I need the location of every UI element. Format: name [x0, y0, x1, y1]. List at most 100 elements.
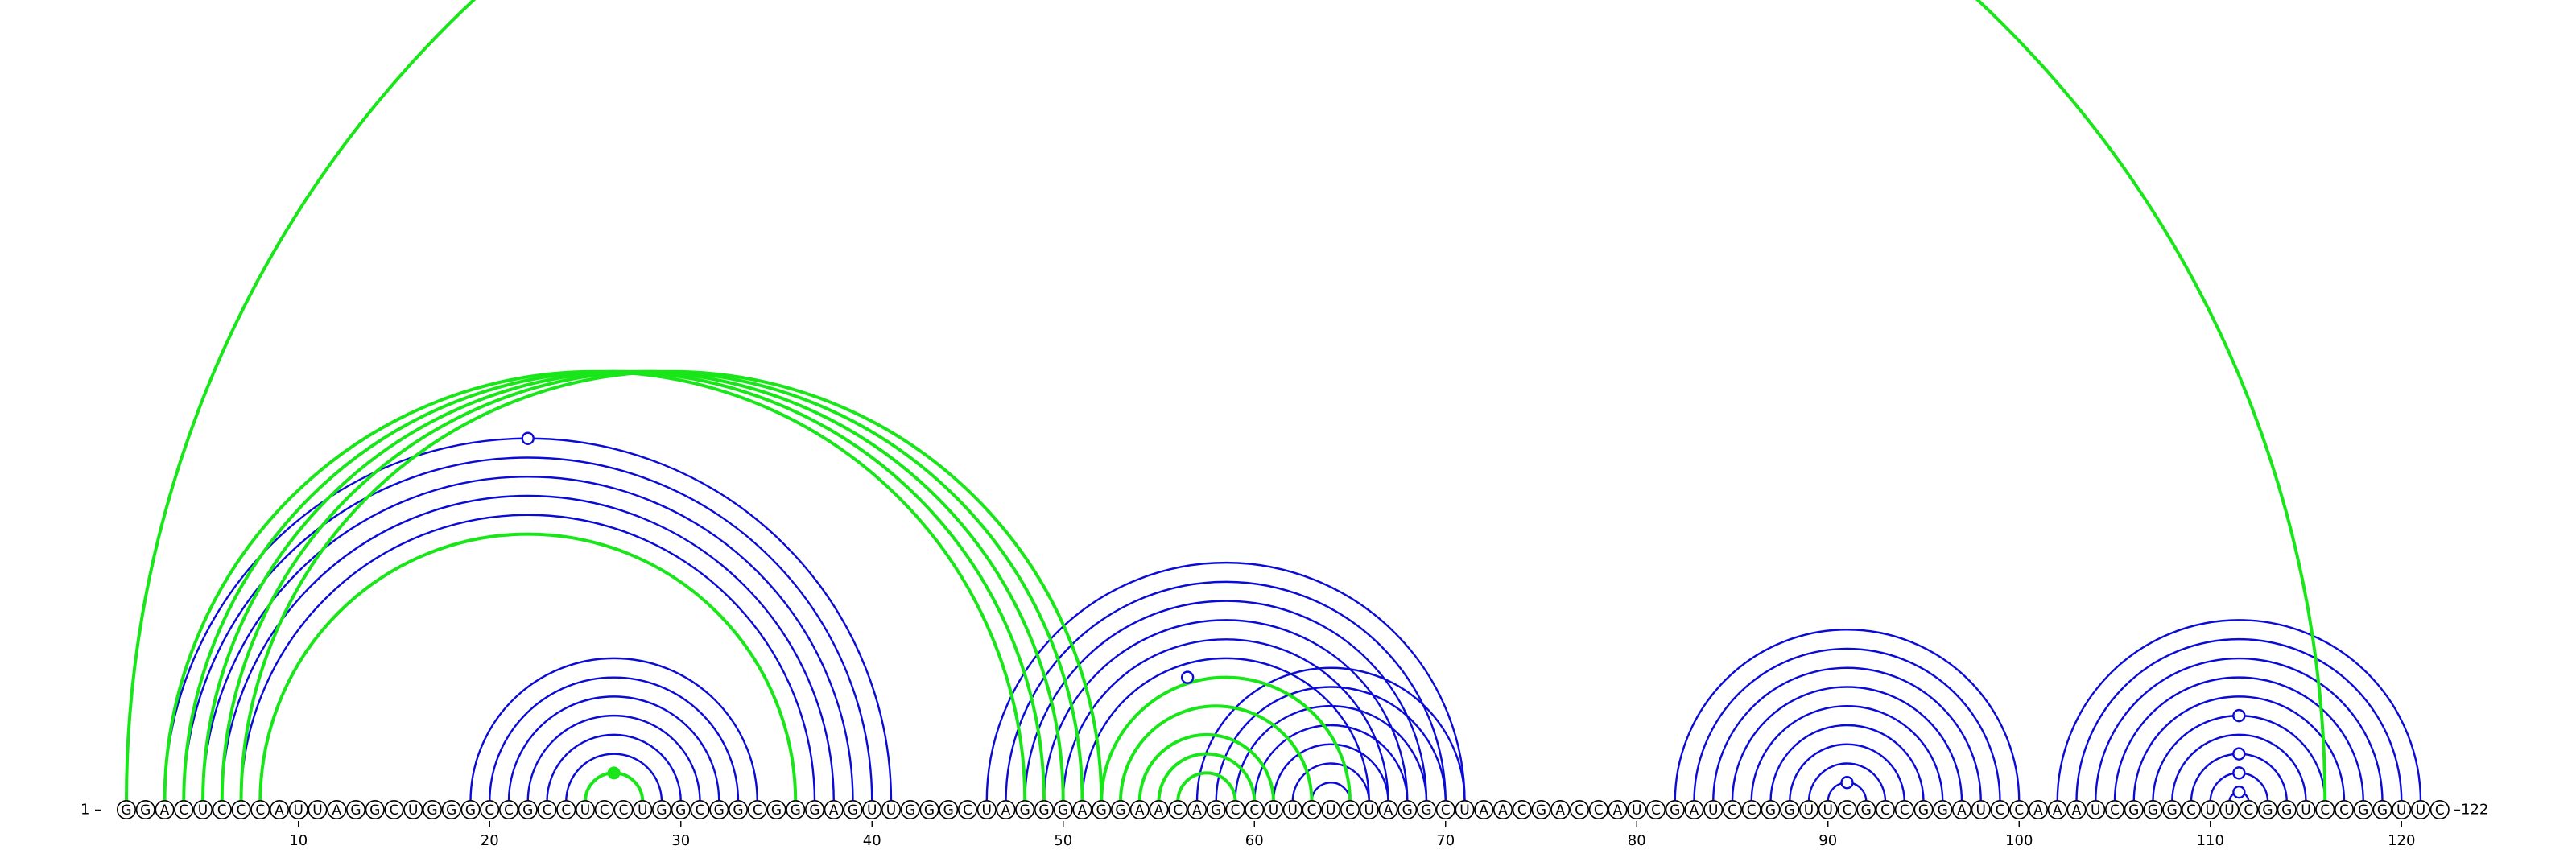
filled-marker — [607, 766, 621, 780]
nucleotide-letter: A — [1957, 802, 1967, 819]
nucleotide-circle — [2086, 799, 2106, 819]
nucleotide-letter: G — [1096, 802, 1107, 819]
nucleotide-circle — [1876, 799, 1896, 819]
nucleotide-circle — [633, 799, 653, 819]
nucleotide-circle — [174, 799, 194, 819]
nucleotide-circle — [193, 799, 213, 819]
tick-label: 50 — [1054, 832, 1072, 849]
blue-arc — [163, 437, 893, 802]
nucleotide-circle — [2411, 799, 2431, 819]
nucleotide-circle — [308, 799, 328, 819]
nucleotide-circle — [747, 799, 767, 819]
tick-label: 120 — [2388, 832, 2415, 849]
nucleotide-circle — [231, 799, 251, 819]
nucleotide-circle — [1072, 799, 1092, 819]
nucleotide-circle — [690, 799, 710, 819]
nucleotide-circle — [2315, 799, 2335, 819]
nucleotide-circle — [403, 799, 423, 819]
nucleotide-letter: G — [1670, 802, 1680, 819]
nucleotide-circle — [939, 799, 959, 819]
nucleotide-letter: G — [1765, 802, 1776, 819]
blue-arc — [1005, 580, 1447, 802]
green-arc — [1119, 704, 1314, 802]
blue-arc — [1100, 676, 1352, 802]
blue-arc — [1311, 782, 1352, 802]
nucleotide-letter: U — [294, 802, 303, 819]
nucleotide-letter: C — [1747, 802, 1757, 819]
nucleotide-circle — [1264, 799, 1284, 819]
nucleotide-circle — [1684, 799, 1704, 819]
nucleotide-circle — [345, 799, 365, 819]
nucleotide-circle — [709, 799, 729, 819]
nucleotide-circle — [2009, 799, 2029, 819]
blue-arc — [1062, 637, 1389, 802]
axis-layer: 10 20 30 40 50 60 70 80 90 100 110 120 — [289, 821, 2415, 849]
nucleotide-circle — [135, 799, 155, 819]
open-marker — [1840, 776, 1854, 790]
nucleotide-circle — [155, 799, 175, 819]
blue-arc — [1769, 724, 1925, 802]
nucleotide-circle — [575, 799, 595, 819]
blue-arc — [1750, 705, 1944, 802]
blue-arc — [565, 753, 663, 802]
nucleotide-circle — [1799, 799, 1819, 819]
tick-label: 70 — [1436, 832, 1455, 849]
nucleotide-letter: A — [1001, 802, 1011, 819]
green-arc — [1157, 752, 1257, 802]
blue-arc — [469, 657, 758, 802]
nucleotide-letter: C — [1843, 802, 1852, 819]
nucleotide-letter: A — [1078, 802, 1088, 819]
nucleotide-letter: C — [1575, 802, 1584, 819]
nucleotide-circle — [1397, 799, 1418, 819]
open-marker — [521, 431, 535, 445]
nucleotide-letter: A — [1384, 802, 1393, 819]
nucleotide-letter: A — [1192, 802, 1202, 819]
blue-arc — [1042, 619, 1409, 802]
nucleotide-letter: G — [714, 802, 724, 819]
nucleotide-letter: G — [809, 802, 819, 819]
nucleotide-circle — [1435, 799, 1455, 819]
nucleotide-circle — [2372, 799, 2392, 819]
nucleotide-letter: C — [1307, 802, 1317, 819]
nucleotide-letter: G — [1421, 802, 1431, 819]
nucleotide-circle — [1990, 799, 2010, 819]
nucleotide-circle — [212, 799, 232, 819]
blue-arc — [1215, 686, 1447, 802]
nucleotide-letter: G — [2128, 802, 2139, 819]
nucleotide-letter: C — [1517, 802, 1527, 819]
nucleotide-circle — [1512, 799, 1532, 819]
nucleotide-circle — [556, 799, 576, 819]
nucleotide-letter: U — [198, 802, 208, 819]
blue-arc — [1024, 600, 1428, 802]
nucleotide-circle — [1531, 799, 1551, 819]
nucleotide-letter: C — [217, 802, 227, 819]
nucleotide-circle — [881, 799, 902, 819]
blue-arc — [2075, 637, 2403, 802]
nucleotide-letter: G — [1058, 802, 1068, 819]
nucleotide-circle — [250, 799, 270, 819]
blue-arc — [1674, 629, 2021, 802]
nucleotide-circle — [1550, 799, 1571, 819]
nucleotide-circle — [900, 799, 920, 819]
nucleotide-letter: C — [2339, 802, 2349, 819]
nucleotide-letter: U — [1708, 802, 1718, 819]
nucleotide-circle — [2258, 799, 2278, 819]
nucleotide-letter: A — [275, 802, 284, 819]
nucleotide-letter: G — [140, 802, 151, 819]
nucleotide-letter: U — [2091, 802, 2100, 819]
green-arc — [1176, 771, 1237, 802]
nucleotide-circle — [1187, 799, 1208, 819]
green-arc — [220, 369, 1084, 802]
nucleotide-letter: C — [696, 802, 705, 819]
blue-arc — [240, 514, 816, 802]
nucleotide-letter: G — [1038, 802, 1049, 819]
nucleotide-letter: C — [561, 802, 571, 819]
green-arc — [1100, 675, 1352, 802]
nucleotide-circle — [422, 799, 442, 819]
nucleotide-letter: G — [1536, 802, 1546, 819]
nucleotide-letter: A — [160, 802, 170, 819]
nucleotide-circle — [824, 799, 844, 819]
tick-label: 60 — [1245, 832, 1264, 849]
nucleotide-letter: G — [350, 802, 361, 819]
